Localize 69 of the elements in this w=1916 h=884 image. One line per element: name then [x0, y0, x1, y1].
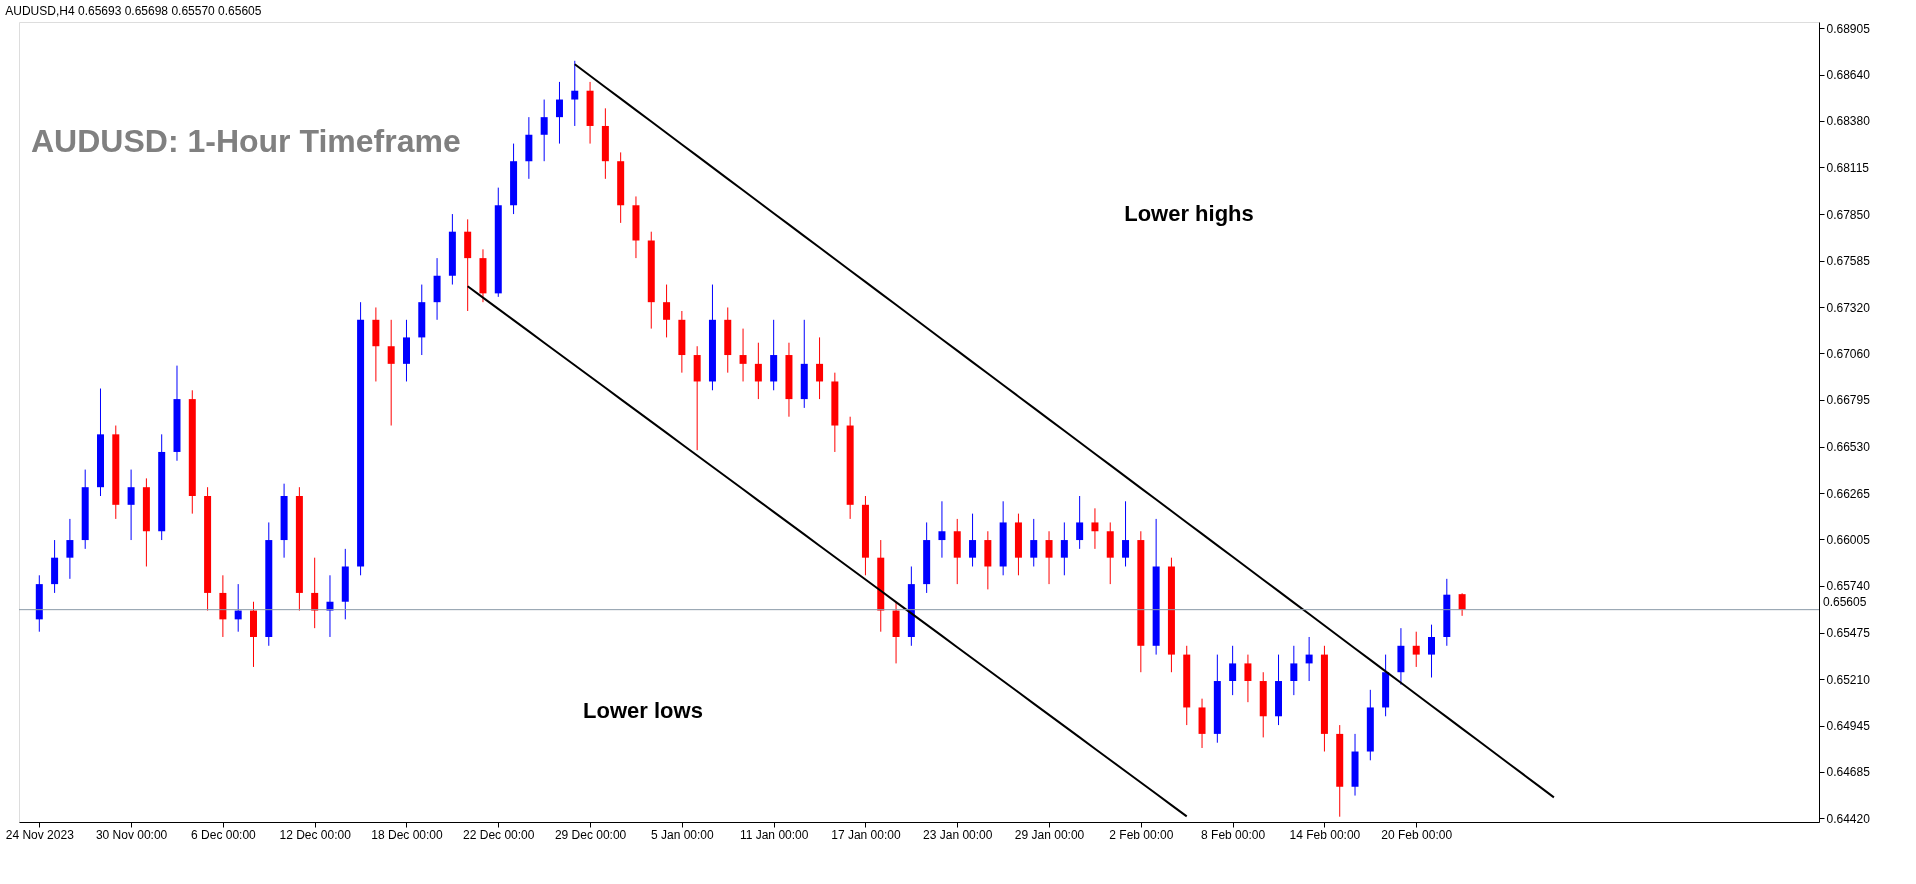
y-tick-label: 0.67585 — [1826, 254, 1871, 269]
y-tick-label: 0.66005 — [1826, 532, 1871, 547]
y-tick-label: 0.65740 — [1826, 579, 1871, 594]
x-tick-label: 5 Jan 00:00 — [651, 827, 715, 842]
y-tick-label: 0.68380 — [1826, 114, 1871, 129]
chart-title: AUDUSD,H4 0.65693 0.65698 0.65570 0.65605 — [5, 4, 262, 18]
x-tick-label: 8 Feb 00:00 — [1201, 827, 1266, 842]
x-tick-label: 14 Feb 00:00 — [1289, 827, 1361, 842]
candlestick — [1290, 645, 1298, 696]
annotation: Lower lows — [583, 698, 703, 723]
candlestick — [1122, 500, 1130, 567]
x-tick-label: 2 Feb 00:00 — [1109, 827, 1174, 842]
candlestick — [571, 60, 579, 127]
ref-line-label: 0.65605 — [1823, 594, 1867, 609]
y-tick-label: 0.67320 — [1826, 300, 1871, 315]
candlestick — [938, 500, 946, 559]
y-tick-label: 0.66530 — [1826, 440, 1871, 455]
candlestick — [234, 583, 242, 633]
candlestick — [540, 99, 548, 162]
candlestick — [1060, 521, 1068, 576]
line-series — [466, 285, 1188, 818]
candlestick — [816, 336, 824, 400]
x-tick-label: 23 Jan 00:00 — [923, 827, 993, 842]
candlestick — [1091, 507, 1099, 550]
x-tick-label: 11 Jan 00:00 — [739, 827, 809, 842]
candlestick — [1045, 530, 1053, 585]
y-tick-label: 0.66265 — [1826, 486, 1871, 501]
y-tick-label: 0.66795 — [1826, 393, 1871, 408]
candlestick — [311, 557, 319, 629]
x-tick-label: 17 Jan 00:00 — [831, 827, 901, 842]
y-tick-label: 0.67850 — [1826, 207, 1871, 222]
candlestick — [1305, 636, 1313, 682]
candlestick — [1412, 631, 1420, 668]
y-tick-label: 0.68640 — [1826, 68, 1871, 83]
x-tick-label: 20 Feb 00:00 — [1381, 827, 1453, 842]
x-tick-label: 30 Nov 00:00 — [95, 827, 168, 842]
x-tick-label: 29 Dec 00:00 — [554, 827, 627, 842]
candlestick — [1458, 592, 1466, 617]
candlestick — [1244, 654, 1252, 703]
x-tick-label: 22 Dec 00:00 — [463, 827, 535, 842]
candlestick — [1229, 645, 1237, 696]
candlestick — [1030, 518, 1038, 567]
line-series — [573, 63, 1555, 799]
y-tick-label: 0.64945 — [1826, 719, 1871, 734]
y-tick-label: 0.64685 — [1826, 765, 1871, 780]
annotation: AUDUSD: 1-Hour Timeframe — [31, 123, 461, 159]
candlestick — [387, 319, 395, 427]
x-tick-label: 12 Dec 00:00 — [279, 827, 352, 842]
candlestick — [754, 342, 762, 400]
x-tick-label: 29 Jan 00:00 — [1014, 827, 1085, 842]
y-tick-label: 0.68905 — [1826, 21, 1871, 36]
y-tick-label: 0.68115 — [1826, 160, 1870, 175]
y-tick-label: 0.65210 — [1826, 672, 1871, 687]
y-tick-label: 0.67060 — [1826, 346, 1871, 361]
candlestick — [969, 513, 977, 567]
y-tick-label: 0.64420 — [1826, 811, 1871, 826]
candlestick — [326, 574, 334, 638]
candlestick — [663, 284, 671, 338]
y-tick-label: 0.65475 — [1826, 626, 1871, 641]
candlestick — [66, 518, 74, 580]
annotation: Lower highs — [1124, 201, 1254, 226]
candlestick — [739, 328, 747, 382]
candlestick — [1076, 495, 1084, 550]
candlestick — [1428, 624, 1436, 679]
x-tick-label: 24 Nov 2023 — [5, 827, 75, 842]
candlestick — [555, 81, 563, 145]
candlestick — [127, 469, 135, 541]
x-tick-label: 18 Dec 00:00 — [371, 827, 443, 842]
x-tick-label: 6 Dec 00:00 — [191, 827, 257, 842]
